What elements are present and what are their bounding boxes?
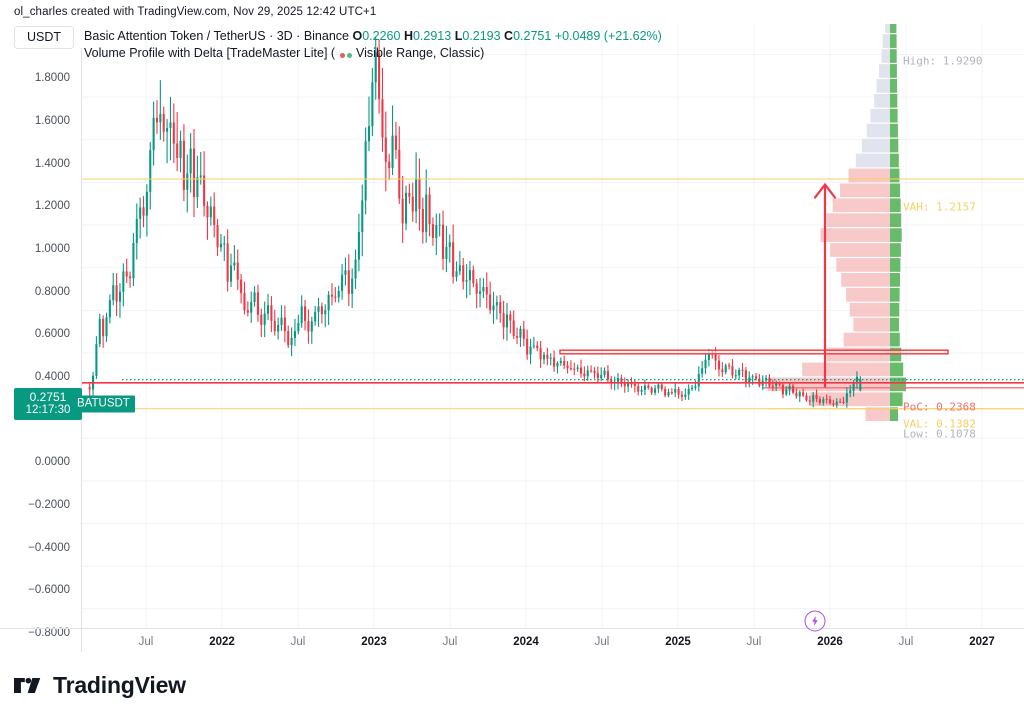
time-tick: Jul [746,636,762,648]
symbol-chip[interactable]: USDT [14,26,75,49]
legend-title: Basic Attention Token / TetherUS · 3D · … [84,29,349,43]
ohlc-value: 0.2193 [462,29,501,43]
time-tick: 2024 [513,636,539,648]
time-tick: Jul [442,636,458,648]
attribution-text: ol_charles created with TradingView.com,… [14,6,377,18]
price-tick: 0.0000 [34,456,70,469]
time-tick: Jul [138,636,154,648]
chart-legend[interactable]: USDT Basic Attention Token / TetherUS · … [14,26,662,63]
axis-divider [81,48,82,652]
ohlc-key: C [504,29,514,43]
last-price-tag[interactable]: 0.2751 12:17:30 [14,387,82,420]
symbol-price-flag[interactable]: BATUSDT [72,395,135,413]
time-tick: Jul [290,636,306,648]
last-price-countdown: 12:17:30 [25,403,71,416]
price-tick: −0.8000 [28,626,70,639]
time-tick: 2026 [817,636,843,648]
lightning-bolt-icon[interactable] [804,610,826,632]
time-tick: 2023 [361,636,387,648]
price-tick: −0.6000 [28,584,70,597]
drawings-overlay[interactable] [82,24,1024,628]
indicator-color-swatches [339,46,353,63]
time-tick: Jul [898,636,914,648]
indicator-params: Visible Range, Classic) [356,46,485,60]
price-axis[interactable]: 1.8000 1.6000 1.4000 1.2000 1.0000 0.8000 0.60… [0,48,82,652]
price-tick: 1.4000 [34,157,70,170]
time-tick: 2022 [209,636,235,648]
tradingview-logo[interactable]: TradingView [14,672,186,699]
plot-area[interactable] [82,24,1024,628]
tradingview-wordmark: TradingView [53,672,186,698]
legend-indicator-row[interactable]: Volume Profile with Delta [TradeMaster L… [84,45,662,63]
ohlc-value: 0.2751 [513,29,552,43]
time-axis[interactable]: Jul 2022 Jul 2023 Jul 2024 Jul 2025 Jul 2026 Jul 20… [0,628,1024,662]
ohlc-value: 0.2260 [362,29,401,43]
profile-level-label: VAL: 0.1382 [903,417,976,431]
chart-canvas[interactable]: 1.8000 1.6000 1.4000 1.2000 1.0000 0.8000 0.60… [0,24,1024,652]
price-tick: −0.2000 [28,498,70,511]
candlestick-series[interactable] [82,24,1024,628]
price-tick: 1.8000 [34,72,70,85]
time-tick: Jul [594,636,610,648]
profile-level-label: VAH: 1.2157 [903,200,976,214]
profile-level-label: PoC: 0.2368 [903,400,976,414]
legend-ohlc: O0.2260 H0.2913 L0.2193 C0.2751 [352,29,554,43]
legend-main-row[interactable]: Basic Attention Token / TetherUS · 3D · … [84,28,662,45]
price-tick: 1.2000 [34,200,70,213]
price-tick: 1.6000 [34,115,70,128]
indicator-name: Volume Profile with Delta [TradeMaster L… [84,46,336,60]
price-tick: −0.4000 [28,541,70,554]
ohlc-key: H [403,29,413,43]
ohlc-key: O [352,29,363,43]
price-tick: 0.4000 [34,370,70,383]
ohlc-key: L [454,29,463,43]
time-tick: 2027 [969,636,995,648]
legend-change: +0.0489 (+21.62%) [554,29,662,43]
time-tick: 2025 [665,636,691,648]
tradingview-mark-icon [14,677,41,693]
price-tick: 0.8000 [34,285,70,298]
profile-level-label: Low: 0.1078 [903,427,976,441]
profile-level-label: High: 1.9290 [903,54,983,68]
price-tick: 0.6000 [34,328,70,341]
last-price-value: 0.2751 [29,389,67,404]
price-tick: 1.0000 [34,243,70,256]
time-axis-divider [0,628,1024,629]
ohlc-value: 0.2913 [412,29,452,43]
